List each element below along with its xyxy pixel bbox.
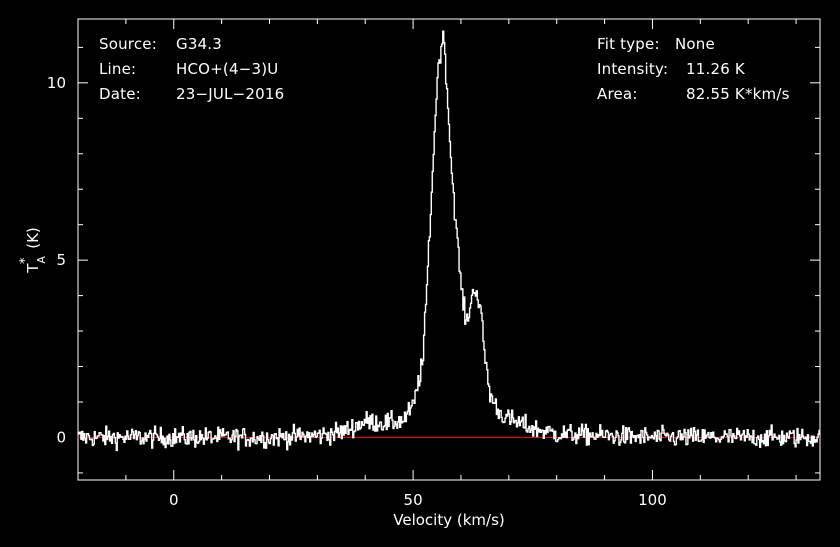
date-key: Date: (99, 85, 141, 103)
intensity-key: Intensity: (597, 60, 669, 78)
source-value: G34.3 (176, 35, 223, 53)
intensity-value: 11.26 K (686, 60, 745, 78)
line-key: Line: (99, 60, 137, 78)
plot-frame (77, 18, 821, 481)
spectrum-line (78, 30, 820, 452)
x-axis-label: Velocity (km/s) (393, 511, 504, 529)
x-tick-label: 100 (638, 491, 667, 509)
fit-type-value: None (675, 35, 715, 53)
y-tick-label: 5 (56, 251, 66, 269)
date-value: 23−JUL−2016 (176, 85, 285, 103)
svg-text:TA* (K): TA* (K) (18, 227, 48, 274)
x-tick-label: 0 (169, 491, 179, 509)
source-key: Source: (99, 35, 157, 53)
y-tick-label: 0 (56, 428, 66, 446)
line-value: HCO+(4−3)U (176, 60, 279, 78)
area-value: 82.55 K*km/s (686, 85, 790, 103)
y-axis-label: TA* (K) (18, 227, 48, 274)
area-key: Area: (597, 85, 638, 103)
fit-type-key: Fit type: (597, 35, 660, 53)
y-tick-label: 10 (47, 74, 66, 92)
x-tick-label: 50 (404, 491, 423, 509)
